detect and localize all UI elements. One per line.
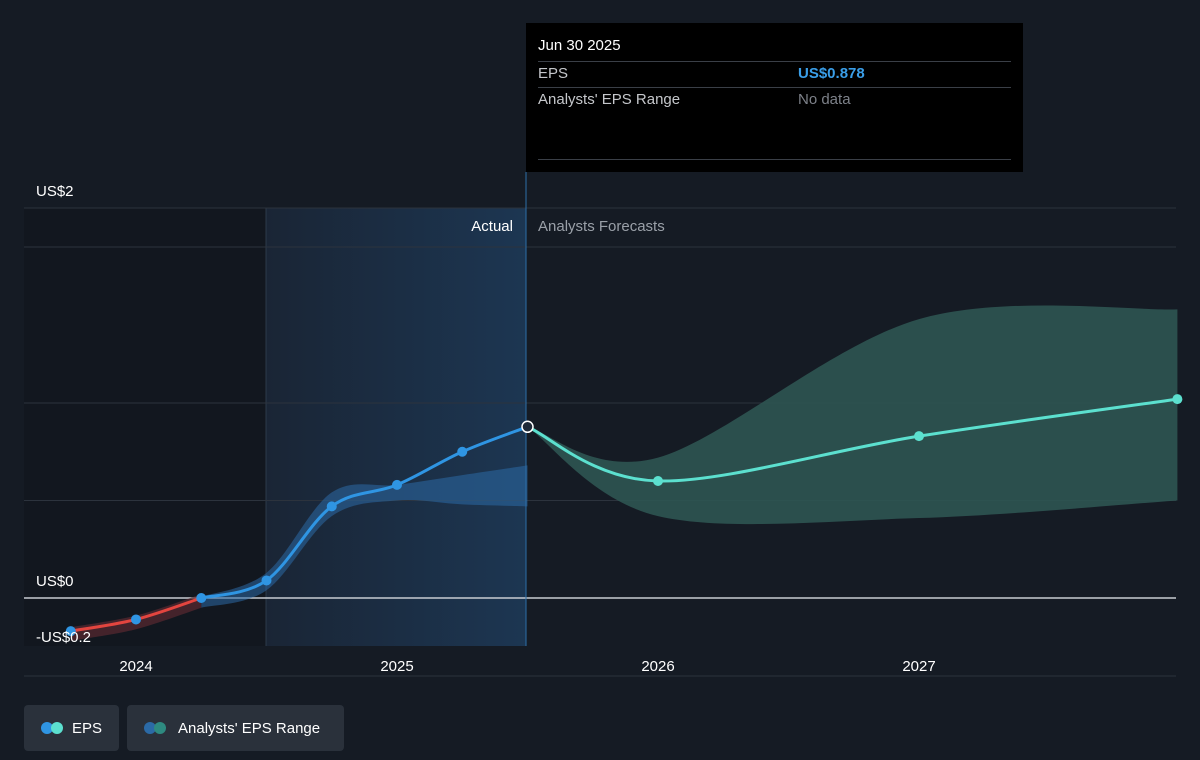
range-legend-icon [144, 722, 168, 734]
y-tick-label-0: US$2 [36, 183, 74, 200]
past-area-bg [24, 208, 266, 646]
legend-item-range[interactable]: Analysts' EPS Range [127, 705, 344, 751]
x-tick-label-2024: 2024 [119, 658, 152, 675]
label-layer: US$2 US$0 -US$0.2 2024 2025 2026 2027 Actual Ana… [36, 183, 936, 675]
eps-actual-point-3 [261, 575, 272, 586]
tooltip-date: Jun 30 2025 [538, 37, 621, 54]
legend: EPS Analysts' EPS Range [24, 705, 344, 751]
eps-actual-point-6 [457, 446, 468, 457]
eps-forecast-line [526, 397, 1178, 483]
eps-actual-point-5 [392, 479, 402, 490]
eps-actual-point-2 [196, 593, 207, 603]
y-tick-label-1: US$0 [36, 573, 74, 590]
x-tick-label-2027: 2027 [902, 658, 935, 675]
point-layer [65, 394, 1183, 637]
legend-range-label: Analysts' EPS Range [178, 719, 321, 737]
tooltip-eps-value: US$0.878 [798, 65, 865, 82]
actual-period-shade [266, 208, 526, 646]
eps-chart: US$2 US$0 -US$0.2 2024 2025 2026 2027 Actual Ana… [24, 172, 1183, 677]
eps-forecast-point-1 [914, 431, 924, 442]
eps-current-point [521, 420, 534, 434]
eps-forecast-point-2 [1172, 394, 1183, 405]
actual-region-label: Actual [471, 218, 513, 235]
legend-eps-label: EPS [71, 719, 102, 737]
eps-actual-point-1 [131, 614, 141, 625]
tooltip: Jun 30 2025 EPS US$0.878 Analysts' EPS R… [526, 23, 1023, 172]
tooltip-range-value: No data [798, 91, 851, 108]
tooltip-row-range: Analysts' EPS Range No data [538, 87, 1011, 113]
eps-forecast-point-0 [653, 476, 663, 486]
x-tick-label-2025: 2025 [380, 658, 413, 675]
tooltip-range-name: Analysts' EPS Range [538, 91, 681, 108]
tooltip-divider [538, 159, 1011, 160]
eps-legend-icon [41, 722, 63, 734]
eps-actual-point-0 [65, 626, 76, 637]
tooltip-eps-name: EPS [538, 65, 569, 82]
legend-item-eps[interactable]: EPS [24, 705, 119, 751]
x-tick-label-2026: 2026 [641, 658, 674, 675]
y-tick-label-2: -US$0.2 [36, 629, 91, 646]
range-band-actual [201, 465, 528, 608]
eps-actual-point-4 [326, 501, 337, 512]
range-band-forecast [527, 305, 1178, 525]
tooltip-row-eps: EPS US$0.878 [538, 61, 1011, 87]
forecast-region-label: Analysts Forecasts [538, 218, 665, 235]
